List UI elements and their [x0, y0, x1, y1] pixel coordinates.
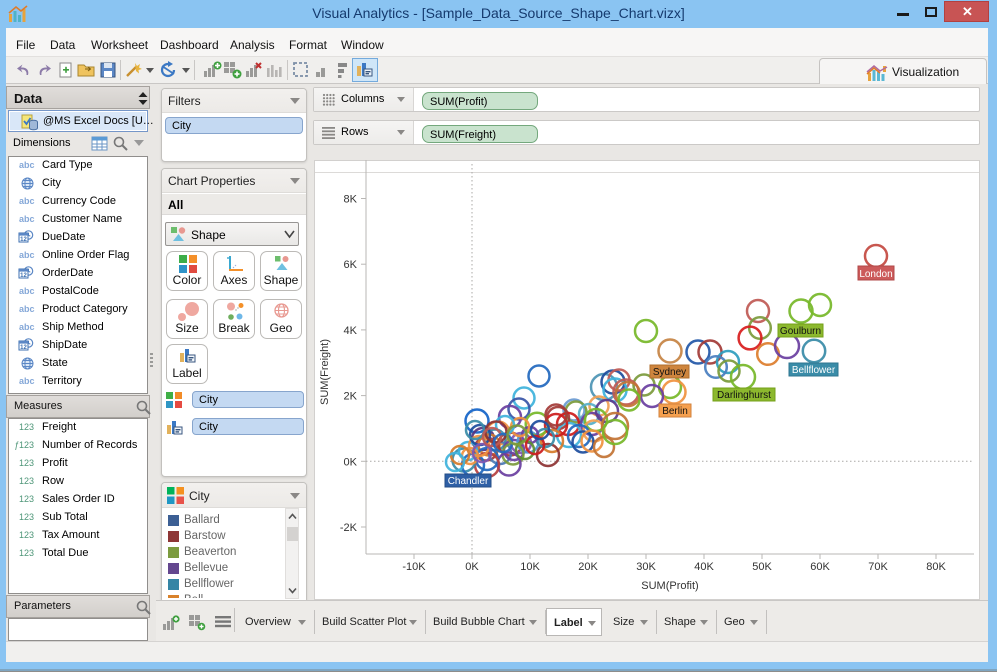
- svg-text:SUM(Freight): SUM(Freight): [319, 339, 331, 405]
- svg-text:Berlin: Berlin: [662, 406, 688, 417]
- svg-text:8K: 8K: [344, 194, 358, 206]
- svg-text:70K: 70K: [868, 561, 888, 573]
- svg-text:12: 12: [20, 237, 27, 243]
- svg-text:6K: 6K: [344, 259, 358, 271]
- svg-text:0K: 0K: [465, 561, 479, 573]
- svg-text:Goulburn: Goulburn: [780, 326, 821, 337]
- svg-text:Chandler: Chandler: [448, 476, 489, 487]
- svg-text:Bellflower: Bellflower: [792, 365, 836, 376]
- svg-text:0K: 0K: [344, 456, 358, 468]
- svg-text:-2K: -2K: [340, 522, 358, 534]
- svg-text:30K: 30K: [636, 561, 656, 573]
- svg-text:Darlinghurst: Darlinghurst: [717, 390, 771, 401]
- svg-text:Sydney: Sydney: [653, 367, 686, 378]
- svg-text:-10K: -10K: [402, 561, 426, 573]
- svg-text:80K: 80K: [926, 561, 946, 573]
- svg-text:4K: 4K: [344, 325, 358, 337]
- svg-text:SUM(Profit): SUM(Profit): [641, 580, 698, 592]
- svg-text:2K: 2K: [344, 391, 358, 403]
- svg-text:12: 12: [20, 273, 27, 279]
- svg-text:10K: 10K: [520, 561, 540, 573]
- svg-text:60K: 60K: [810, 561, 830, 573]
- svg-text:20K: 20K: [578, 561, 598, 573]
- svg-text:40K: 40K: [694, 561, 714, 573]
- svg-text:50K: 50K: [752, 561, 772, 573]
- svg-text:12: 12: [20, 345, 27, 351]
- svg-text:London: London: [859, 269, 892, 280]
